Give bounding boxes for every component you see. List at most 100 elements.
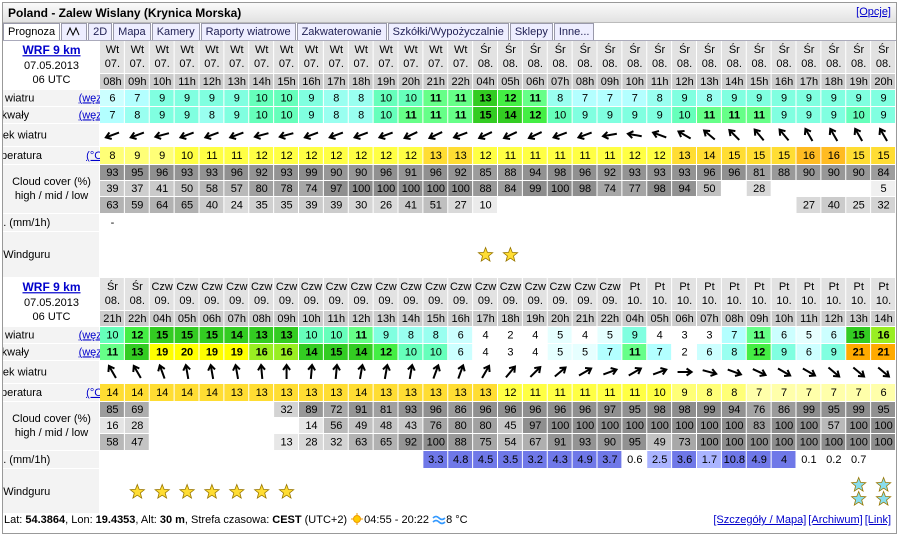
cloud-high-cell bbox=[149, 165, 174, 180]
arrow-shape bbox=[778, 128, 790, 142]
options-link[interactable]: [Opcje] bbox=[856, 6, 891, 18]
temp-cell bbox=[323, 147, 348, 164]
cloud-high-value: 96 bbox=[231, 167, 243, 179]
temp-value: 12 bbox=[504, 387, 516, 399]
day-cell bbox=[448, 278, 473, 310]
gust-cell bbox=[672, 344, 696, 360]
temp-value: 11 bbox=[206, 150, 217, 162]
day-date: 10. bbox=[727, 295, 742, 307]
gust-cell bbox=[846, 107, 871, 123]
wind-cell bbox=[274, 90, 298, 106]
tab[interactable]: Zakwaterowanie bbox=[296, 23, 387, 40]
hour: 11h bbox=[178, 76, 196, 88]
cloud-mid-cell bbox=[746, 181, 771, 196]
cloud-low-cell bbox=[224, 197, 249, 213]
tab[interactable]: Szkółki/Wypożyczalnie bbox=[387, 23, 509, 40]
arrow-shape bbox=[502, 131, 518, 141]
cloud-high-cell bbox=[721, 402, 746, 417]
hour-cell bbox=[299, 311, 323, 326]
gust-cell bbox=[274, 107, 298, 123]
hour-cell bbox=[100, 74, 124, 89]
temp-value: 14 bbox=[703, 150, 715, 162]
rating-cell bbox=[547, 232, 572, 277]
gust-value: 5 bbox=[582, 346, 588, 358]
tab[interactable]: Inne... bbox=[553, 23, 595, 40]
day-date: 09. bbox=[403, 295, 418, 307]
rating-star bbox=[228, 483, 245, 500]
day-cell bbox=[522, 41, 547, 73]
model-date: 07.05.2013 bbox=[24, 60, 79, 72]
footer-link[interactable]: [Link] bbox=[864, 514, 891, 526]
empty-cell bbox=[348, 214, 373, 231]
empty-cell bbox=[149, 402, 174, 417]
tab[interactable]: Raporty wiatrowe bbox=[200, 23, 296, 40]
temp-value: 16 bbox=[803, 150, 815, 162]
temp-value: 13 bbox=[280, 387, 292, 399]
cloud-mid-cell bbox=[846, 418, 871, 433]
wind-value: 7 bbox=[632, 92, 638, 104]
cloud-high-value: 93 bbox=[678, 167, 690, 179]
gust-cell bbox=[572, 107, 597, 123]
wind-value: 6 bbox=[458, 329, 464, 341]
precip-cell bbox=[100, 214, 124, 231]
temp-value: 7 bbox=[756, 387, 762, 399]
temp-value: 8 bbox=[731, 387, 737, 399]
cloud-high-cell bbox=[871, 402, 895, 417]
tab[interactable]: Prognoza bbox=[3, 23, 61, 40]
hour-cell bbox=[124, 311, 149, 326]
wind-arrow bbox=[677, 367, 694, 377]
precip-cell bbox=[796, 451, 821, 468]
cloud-high-cell bbox=[348, 165, 373, 180]
temp-value: 15 bbox=[778, 150, 790, 162]
cloud-high-value: 81 bbox=[753, 167, 765, 179]
wind-cell bbox=[199, 327, 224, 343]
hour-cell bbox=[721, 311, 746, 326]
cloud-mid-cell bbox=[398, 181, 423, 196]
cloud-low-cell bbox=[547, 434, 572, 450]
gust-cell bbox=[498, 344, 522, 360]
wind-value: 10 bbox=[330, 329, 342, 341]
rating-cell bbox=[871, 469, 895, 513]
empty-cell bbox=[100, 451, 124, 468]
wind-cell bbox=[821, 327, 846, 343]
day-cell bbox=[174, 278, 199, 310]
rating-star bbox=[178, 483, 196, 500]
cloud-high-value: 93 bbox=[654, 167, 666, 179]
tab[interactable]: Sklepy bbox=[509, 23, 553, 40]
tab[interactable]: Mapa bbox=[113, 23, 151, 40]
day-date: 07. bbox=[304, 58, 319, 70]
row-label-bg bbox=[3, 165, 99, 213]
chart-icon-tab[interactable] bbox=[61, 23, 88, 40]
temp-cell bbox=[547, 384, 572, 401]
cloud-high-cell bbox=[796, 402, 821, 417]
wind-arrow bbox=[878, 127, 888, 142]
cloud-low-cell bbox=[821, 197, 846, 213]
rating-cell bbox=[697, 232, 721, 277]
footer-link[interactable]: [Archiwum] bbox=[808, 514, 863, 526]
day-cell bbox=[323, 41, 348, 73]
temp-cell bbox=[871, 384, 895, 401]
cloud-mid-cell bbox=[249, 181, 274, 196]
wind-value: 11 bbox=[430, 92, 442, 104]
day-cell bbox=[174, 41, 199, 73]
cloud-low-cell bbox=[398, 434, 423, 450]
day-name: Śr bbox=[132, 280, 143, 293]
footer-link[interactable]: [Szczegóły / Mapa] bbox=[713, 514, 807, 526]
arrow-shape bbox=[752, 368, 768, 378]
row-label-bg bbox=[3, 90, 99, 106]
hour: 14h bbox=[402, 313, 420, 325]
tab[interactable]: Kamery bbox=[151, 23, 200, 40]
day-cell bbox=[871, 278, 895, 310]
arrow-shape bbox=[651, 130, 667, 139]
day-date: 07. bbox=[204, 58, 219, 70]
tab[interactable]: 2D bbox=[88, 23, 113, 40]
hour-cell bbox=[647, 311, 672, 326]
cloud-low-cell bbox=[821, 434, 846, 450]
cloud-high-cell bbox=[124, 402, 149, 417]
temp-cell bbox=[274, 384, 298, 401]
arrow-shape bbox=[827, 366, 841, 378]
wind-arrow bbox=[407, 363, 416, 380]
rating-cell bbox=[423, 232, 448, 277]
cloud-mid-cell bbox=[473, 181, 497, 196]
lat-label: Lat: bbox=[4, 514, 23, 526]
